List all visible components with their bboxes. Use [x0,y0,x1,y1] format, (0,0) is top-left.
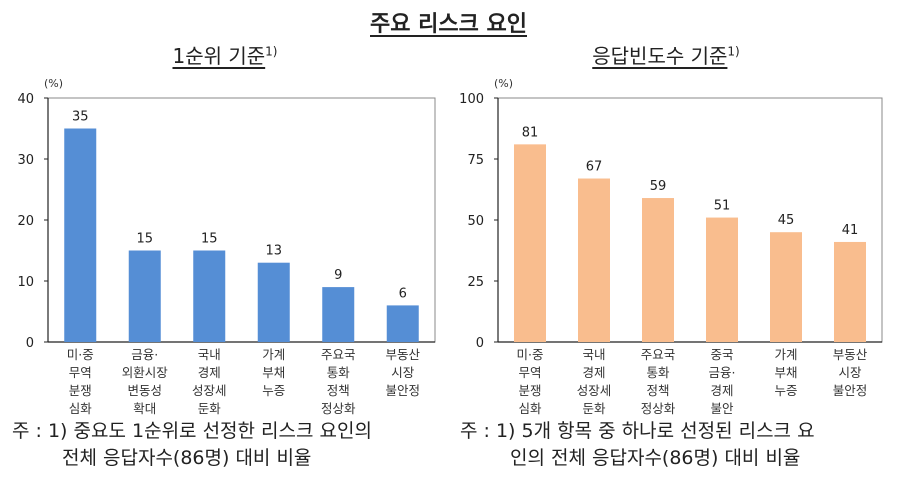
x-category-label: 정책 [646,383,669,398]
main-title-text: 주요 리스크 요인 [370,12,527,37]
data-label: 15 [136,232,153,247]
note-line: 전체 응답자수(86명) 대비 비율 [62,447,312,469]
note-line: 중요도 1순위로 선정한 리스크 요인의 [73,420,372,442]
footnote-marker: 1) [727,44,740,59]
x-category-label: 시장 [391,365,415,380]
x-category-label: 정책 [327,383,350,398]
x-category-label: 미·중 [517,347,544,362]
plot-frame [47,97,436,343]
x-category-label: 부채 [262,365,285,380]
data-label: 6 [399,286,407,301]
x-category-label: 시장 [838,365,862,380]
note-line: 5개 항목 중 하나로 선정된 리스크 요 [521,420,815,442]
chart-title-text: 1순위 기준 [172,44,266,68]
x-category-label: 누증 [262,383,285,398]
x-category-label: 주요국 [321,347,356,362]
data-label: 67 [586,160,603,175]
data-label: 81 [522,125,539,140]
chart-title-first-rank: 1순위 기준1) [25,40,425,69]
bar [322,287,355,342]
footnote-marker: 1) [265,44,278,59]
y-tick-label: 75 [467,153,484,168]
x-category-label: 주요국 [641,347,676,362]
note-line: 인의 전체 응답자수(86명) 대비 비율 [510,447,801,469]
x-category-label: 정상화 [641,401,676,416]
x-category-label: 누증 [774,383,797,398]
y-tick-label: 20 [17,214,34,229]
x-category-label: 경제 [710,383,733,398]
x-category-label: 무역 [518,365,541,380]
chart-title-frequency: 응답빈도수 기준1) [466,40,866,69]
plot-frame [497,97,883,343]
note-prefix: 주 : 1) [12,420,68,442]
x-category-label: 확대 [133,401,156,416]
data-label: 13 [265,244,282,259]
y-tick-label: 10 [17,275,34,290]
bar [193,250,226,342]
data-label: 35 [72,110,89,125]
x-category-label: 금융· [131,347,158,362]
x-category-label: 미·중 [67,347,94,362]
x-category-label: 성장세 [192,383,227,398]
x-category-label: 국내 [198,347,221,362]
chart-title-text: 응답빈도수 기준 [592,44,728,68]
y-axis-unit: (%) [44,77,63,90]
y-tick-label: 100 [459,92,484,107]
x-category-label: 중국 [710,347,733,362]
x-category-label: 통화 [327,365,351,380]
x-category-label: 정상화 [321,401,356,416]
x-category-label: 둔화 [198,401,222,416]
x-category-label: 가계 [774,347,797,362]
bar [834,241,866,342]
y-tick-label: 30 [17,153,34,168]
bar [128,250,161,342]
x-category-label: 변동성 [127,383,162,398]
y-axis-unit: (%) [494,77,513,90]
x-category-label: 둔화 [582,401,606,416]
note-prefix: 주 : 1) [460,420,516,442]
data-label: 51 [714,199,731,214]
bar [706,217,738,342]
x-category-label: 무역 [69,365,92,380]
x-category-label: 불안정 [833,383,868,398]
y-tick-label: 0 [476,336,484,351]
bar [386,305,419,342]
data-label: 41 [842,223,859,238]
x-category-label: 성장세 [577,383,612,398]
bar [514,144,546,342]
y-tick-label: 40 [17,92,34,107]
data-label: 9 [334,268,342,283]
y-tick-label: 25 [467,275,484,290]
x-category-label: 국내 [582,347,605,362]
x-category-label: 심화 [518,401,542,416]
x-category-label: 부채 [774,365,797,380]
bar [64,128,97,342]
x-category-label: 통화 [646,365,670,380]
x-category-label: 경제 [582,365,605,380]
x-category-label: 부동산 [385,347,420,362]
x-category-label: 불안 [710,401,734,416]
data-label: 45 [778,213,795,228]
x-category-label: 경제 [198,365,221,380]
x-category-label: 부동산 [833,347,868,362]
data-label: 15 [201,232,218,247]
bar [257,262,290,342]
footnote-left: 주 : 1) 중요도 1순위로 선정한 리스크 요인의 전체 응답자수(86명)… [12,418,372,472]
bar [578,178,610,342]
x-category-label: 심화 [69,401,93,416]
y-tick-label: 0 [26,336,34,351]
x-category-label: 분쟁 [69,383,92,398]
x-category-label: 분쟁 [518,383,541,398]
footnote-right: 주 : 1) 5개 항목 중 하나로 선정된 리스크 요 인의 전체 응답자수(… [460,418,815,472]
data-label: 59 [650,179,667,194]
x-category-label: 금융· [709,365,736,380]
main-title: 주요 리스크 요인 [0,6,897,38]
x-category-label: 가계 [262,347,285,362]
x-category-label: 외환시장 [122,365,169,380]
x-category-label: 불안정 [385,383,420,398]
y-tick-label: 50 [467,214,484,229]
bar [642,198,674,342]
bar [770,232,802,342]
